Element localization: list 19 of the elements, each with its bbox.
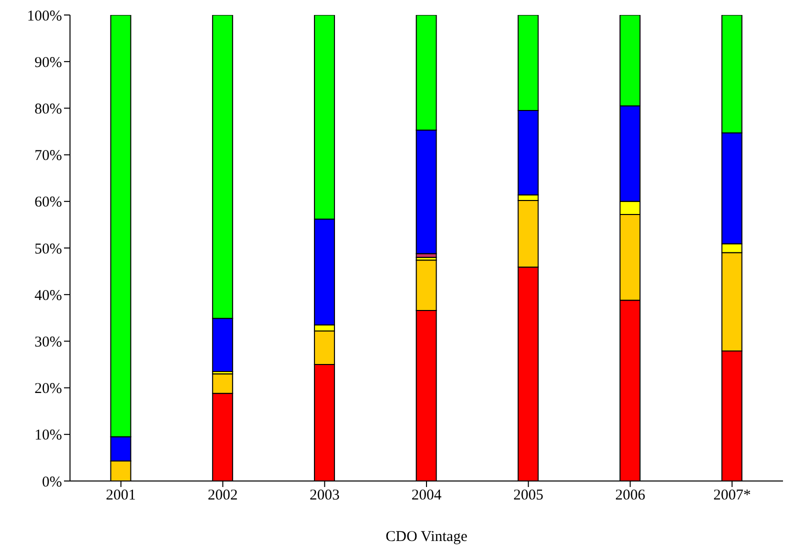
- y-tick-label: 20%: [34, 381, 62, 398]
- y-tick-label: 80%: [34, 102, 62, 118]
- x-axis-title: CDO Vintage: [386, 529, 468, 545]
- y-tick-label: 0%: [42, 474, 62, 490]
- x-tick-label: 2006: [615, 488, 646, 504]
- y-tick-label: 40%: [34, 288, 62, 304]
- x-tick-label: 2005: [513, 488, 544, 504]
- x-tick-label: 2007*: [713, 488, 751, 504]
- y-tick-label: 60%: [34, 194, 62, 211]
- y-tick-label: 70%: [34, 148, 62, 164]
- x-tick-label: 2003: [310, 488, 340, 504]
- y-tick-label: 10%: [34, 428, 62, 444]
- x-tick-label: 2002: [208, 488, 238, 504]
- y-tick-label: 90%: [34, 54, 62, 71]
- y-tick-label: 30%: [34, 334, 62, 351]
- x-tick-label: 2001: [106, 488, 136, 504]
- y-tick-label: 100%: [27, 8, 62, 24]
- y-tick-label: 50%: [34, 241, 62, 258]
- x-tick-label: 2004: [412, 488, 442, 504]
